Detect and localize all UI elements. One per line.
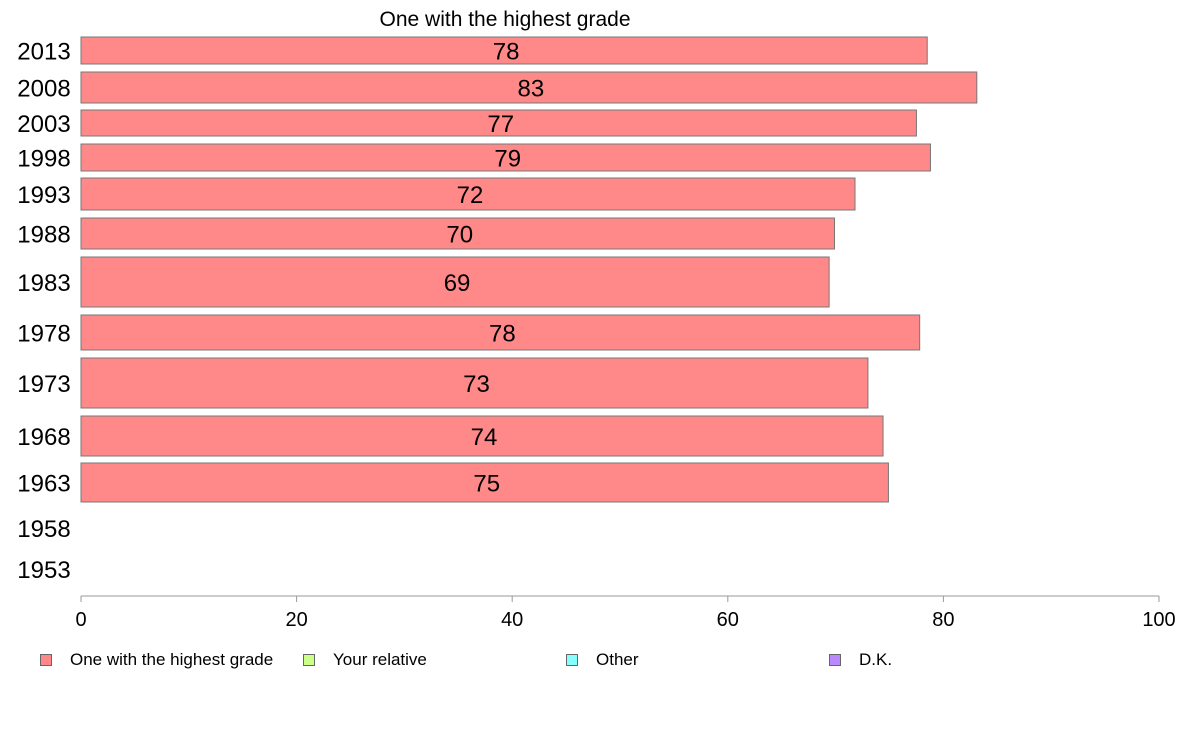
legend-swatch	[566, 654, 578, 666]
bar	[80, 256, 830, 308]
category-label: 1998	[17, 146, 70, 173]
bar	[80, 143, 931, 172]
bar	[80, 71, 978, 104]
category-label: 1968	[17, 424, 70, 451]
category-label: 2013	[17, 39, 70, 66]
category-label: 1978	[17, 321, 70, 348]
category-label: 1963	[17, 471, 70, 498]
chart-title: One with the highest grade	[380, 8, 631, 31]
data-label: 79	[494, 146, 521, 173]
category-label: 1958	[17, 516, 70, 543]
legend-label: Other	[596, 650, 639, 669]
category-label: 1993	[17, 182, 70, 209]
legend-swatch	[829, 654, 841, 666]
data-label: 75	[473, 471, 500, 498]
legend-swatch	[40, 654, 52, 666]
legend-item: Your relative	[303, 648, 427, 672]
bar	[80, 109, 917, 137]
bar	[80, 462, 889, 503]
x-tick-label: 0	[75, 609, 86, 631]
x-tick-label: 40	[501, 609, 523, 631]
bar	[80, 415, 884, 457]
data-label: 83	[518, 76, 545, 103]
legend-label: Your relative	[333, 650, 427, 669]
category-label: 2008	[17, 76, 70, 103]
data-label: 70	[446, 222, 473, 249]
x-tick-label: 60	[717, 609, 739, 631]
bar-chart: One with the highest grade 2013 2008 2003 1…	[17, 8, 1175, 631]
bar	[80, 357, 869, 409]
data-label: 77	[487, 111, 514, 138]
legend: One with the highest grade Your relative…	[0, 648, 1188, 672]
data-label: 72	[457, 182, 484, 209]
legend-label: D.K.	[859, 650, 893, 669]
data-label: 78	[489, 321, 516, 348]
bar	[80, 217, 836, 250]
legend-item: Other	[566, 648, 639, 672]
legend-swatch	[303, 654, 315, 666]
data-label: 78	[493, 39, 520, 66]
bar	[80, 36, 928, 65]
category-label: 1973	[17, 371, 70, 398]
x-tick-label: 20	[285, 609, 307, 631]
legend-item: D.K.	[829, 648, 892, 672]
category-label: 1953	[17, 557, 70, 584]
data-label: 73	[463, 371, 490, 398]
data-label: 74	[471, 424, 498, 451]
category-label: 1983	[17, 270, 70, 297]
category-label: 2003	[17, 111, 70, 138]
bar	[80, 314, 921, 351]
legend-label: One with the highest grade	[70, 650, 274, 669]
data-label: 69	[444, 270, 471, 297]
x-tick-label: 100	[1142, 609, 1175, 631]
category-label: 1988	[17, 222, 70, 249]
x-tick-label: 80	[932, 609, 954, 631]
bar	[80, 177, 856, 211]
legend-item: One with the highest grade	[40, 648, 273, 672]
